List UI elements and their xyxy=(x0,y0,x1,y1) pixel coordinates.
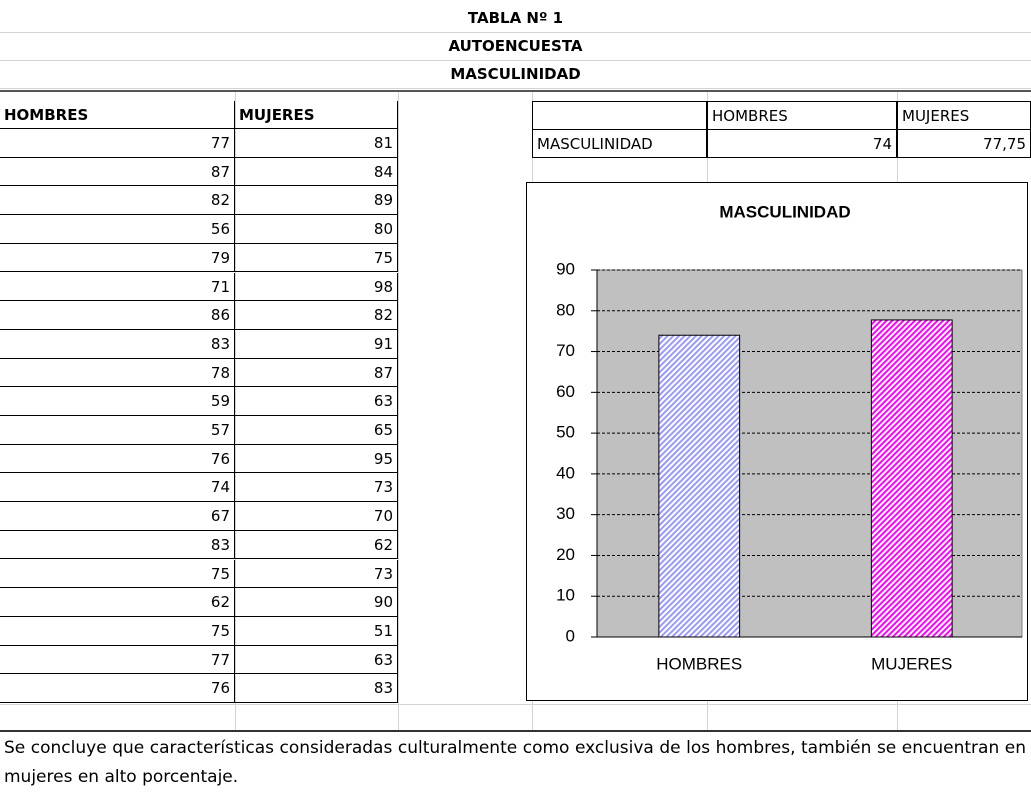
x-tick-label: HOMBRES xyxy=(656,654,742,673)
table-cell: 73 xyxy=(235,559,398,589)
y-tick-label: 80 xyxy=(556,300,575,319)
summary-corner xyxy=(532,101,707,130)
y-tick-label: 60 xyxy=(556,382,575,401)
table-cell: 65 xyxy=(235,416,398,445)
summary-value: 74 xyxy=(707,129,897,158)
summary-value: 77,75 xyxy=(897,129,1031,158)
table-cell: 76 xyxy=(0,674,235,703)
header-line: TABLA Nº 1 xyxy=(467,9,564,27)
table-cell: 77 xyxy=(0,129,235,158)
y-tick-label: 20 xyxy=(556,545,575,564)
table-cell: 86 xyxy=(0,301,235,330)
chart: MASCULINIDAD 0 10 20 30 40 50 60 70 80 90 HOMBRES M… xyxy=(526,182,1028,701)
sheet-row-line xyxy=(0,730,1031,732)
table-cell: 98 xyxy=(235,272,398,302)
sheet-row-line xyxy=(0,90,1031,92)
y-tick-label: 90 xyxy=(556,259,575,278)
table-cell: 71 xyxy=(0,272,235,302)
table-cell: 80 xyxy=(235,215,398,244)
conclusion: Se concluye que características consider… xyxy=(4,738,1026,787)
table-cell: 83 xyxy=(235,674,398,703)
table-cell: 59 xyxy=(0,387,235,416)
table-cell: 63 xyxy=(235,387,398,416)
table-cell: 84 xyxy=(235,157,398,187)
table-cell: 75 xyxy=(235,243,398,273)
column-header: HOMBRES xyxy=(0,101,235,129)
column-header: MUJERES xyxy=(235,101,398,129)
table-cell: 74 xyxy=(0,473,235,503)
table-cell: 90 xyxy=(235,588,398,617)
table-cell: 77 xyxy=(0,645,235,675)
table-cell: 91 xyxy=(235,329,398,359)
table-cell: 76 xyxy=(0,444,235,474)
summary-row-label: MASCULINIDAD xyxy=(532,129,707,158)
table-cell: 95 xyxy=(235,444,398,474)
table-cell: 79 xyxy=(0,243,235,273)
sheet-row-line xyxy=(0,32,1031,33)
x-tick-label: MUJERES xyxy=(871,654,952,673)
table-cell: 62 xyxy=(0,588,235,617)
sheet-row-line xyxy=(0,88,1031,89)
table-cell: 82 xyxy=(0,186,235,216)
header-line: MASCULINIDAD xyxy=(450,65,581,83)
table-cell: 73 xyxy=(235,473,398,503)
y-tick-label: 70 xyxy=(556,341,575,360)
sheet-column-line xyxy=(398,90,399,730)
y-tick-label: 40 xyxy=(556,463,575,482)
table-cell: 83 xyxy=(0,530,235,560)
bar xyxy=(870,319,953,638)
table-cell: 75 xyxy=(0,616,235,646)
summary-header: HOMBRES xyxy=(707,101,897,130)
y-tick-label: 10 xyxy=(556,586,575,605)
table-cell: 56 xyxy=(0,215,235,244)
table-cell: 70 xyxy=(235,502,398,531)
y-tick-label: 30 xyxy=(556,504,575,523)
table-cell: 87 xyxy=(235,358,398,388)
table-cell: 67 xyxy=(0,502,235,531)
table-cell: 81 xyxy=(235,129,398,158)
table-cell: 78 xyxy=(0,358,235,388)
table-cell: 82 xyxy=(235,301,398,330)
table-cell: 57 xyxy=(0,416,235,445)
table-cell: 75 xyxy=(0,559,235,589)
table-cell: 89 xyxy=(235,186,398,216)
y-tick-label: 50 xyxy=(556,423,575,442)
sheet-column-line xyxy=(235,90,236,730)
chart-title: MASCULINIDAD xyxy=(719,202,850,221)
table-cell: 62 xyxy=(235,530,398,560)
bar xyxy=(658,334,741,638)
table-cell: 63 xyxy=(235,645,398,675)
header-line: AUTOENCUESTA xyxy=(448,37,583,55)
summary-header: MUJERES xyxy=(897,101,1031,130)
table-cell: 87 xyxy=(0,157,235,187)
table-cell: 51 xyxy=(235,616,398,646)
table-cell: 83 xyxy=(0,329,235,359)
sheet-row-line xyxy=(0,704,1031,705)
y-tick-label: 0 xyxy=(566,626,575,645)
sheet-row-line xyxy=(0,60,1031,61)
